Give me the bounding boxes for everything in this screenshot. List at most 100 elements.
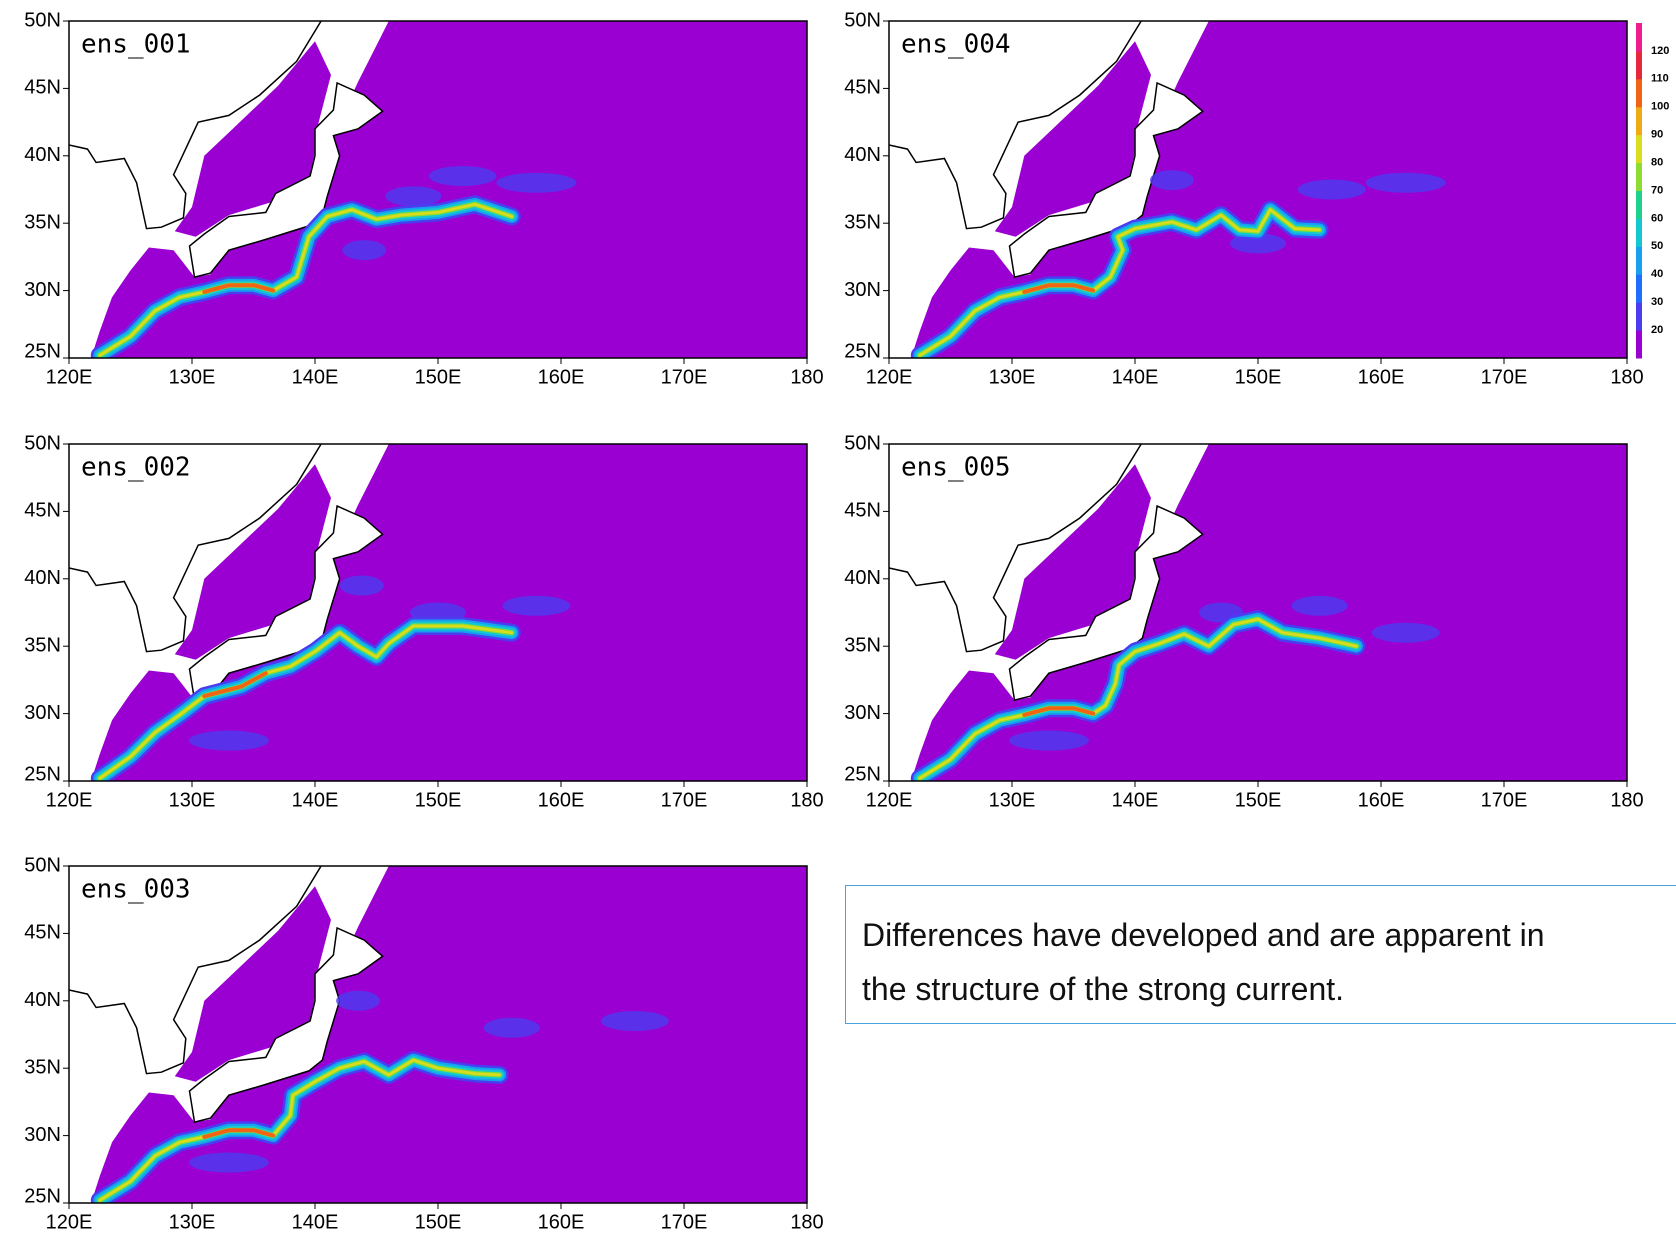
- lon-tick-label: 130E: [989, 789, 1036, 811]
- colorbar-swatch: [1636, 78, 1642, 108]
- colorbar-label: 30: [1651, 296, 1663, 308]
- map-body: [69, 21, 807, 358]
- lat-tick-label: 50N: [844, 432, 881, 454]
- lon-tick-label: 160E: [1358, 789, 1405, 811]
- lat-tick-label: 45N: [24, 500, 61, 522]
- lon-tick-label: 130E: [989, 366, 1036, 388]
- colorbar-label: 120: [1651, 45, 1669, 57]
- lon-tick-label: 180: [1610, 366, 1643, 388]
- lat-tick-label: 25N: [24, 763, 61, 785]
- lon-tick-label: 180: [790, 1211, 823, 1233]
- lat-tick-label: 25N: [844, 763, 881, 785]
- lat-tick-label: 40N: [24, 144, 61, 166]
- coastline: [69, 21, 322, 230]
- current: [98, 1058, 501, 1202]
- eddy: [483, 1017, 540, 1038]
- colorbar-swatch: [1636, 330, 1642, 359]
- lat-tick-label: 30N: [844, 279, 881, 301]
- lon-tick-label: 140E: [1112, 366, 1159, 388]
- current-core: [202, 1128, 276, 1139]
- lat-tick-label: 45N: [844, 500, 881, 522]
- lat-tick-label: 30N: [24, 1124, 61, 1146]
- colorbar-swatch: [1636, 162, 1642, 191]
- lat-tick-label: 40N: [844, 144, 881, 166]
- lon-tick-label: 180: [790, 789, 823, 811]
- lon-tick-label: 150E: [415, 789, 462, 811]
- lat-tick-label: 50N: [24, 9, 61, 31]
- lon-tick-label: 160E: [538, 366, 585, 388]
- lat-tick-label: 30N: [24, 702, 61, 724]
- panel-label: ens_005: [901, 453, 1011, 483]
- lat-tick-label: 40N: [844, 567, 881, 589]
- eddy: [1365, 172, 1446, 193]
- lon-tick-label: 180: [790, 366, 823, 388]
- lon-tick-label: 160E: [538, 1211, 585, 1233]
- map-panel: ens_003 25N 30N 35N 40N 45N 50N 120E 130E 140E 150…: [24, 854, 823, 1233]
- eddy: [428, 166, 497, 187]
- colorbar-swatch: [1636, 50, 1642, 80]
- eddy: [339, 575, 384, 596]
- eddy: [188, 730, 269, 751]
- lon-tick-label: 150E: [415, 1211, 462, 1233]
- current: [918, 617, 1358, 780]
- map-body: [69, 444, 807, 781]
- current-core: [1022, 283, 1096, 294]
- current-core: [202, 283, 276, 294]
- current: [918, 208, 1321, 357]
- colorbar-swatch: [1636, 106, 1642, 136]
- map-body: [889, 444, 1627, 781]
- lon-tick-label: 150E: [1235, 789, 1282, 811]
- japan: [188, 926, 384, 1124]
- current-core: [1022, 706, 1096, 717]
- lon-tick-label: 180: [1610, 789, 1643, 811]
- japan: [1008, 504, 1204, 702]
- note-line: the structure of the strong current.: [862, 971, 1345, 1007]
- eddy: [1008, 730, 1089, 751]
- lon-tick-label: 170E: [661, 789, 708, 811]
- lon-tick-label: 150E: [415, 366, 462, 388]
- eddy: [1297, 179, 1366, 200]
- colorbar-swatch: [1636, 23, 1642, 52]
- lat-tick-label: 25N: [844, 340, 881, 362]
- lat-tick-label: 25N: [24, 1185, 61, 1207]
- lat-tick-label: 45N: [24, 922, 61, 944]
- note-line: Differences have developed and are appar…: [862, 917, 1545, 953]
- colorbar-label: 60: [1651, 212, 1663, 224]
- colorbar-swatch: [1636, 218, 1642, 247]
- eddy: [342, 240, 387, 261]
- current: [98, 624, 514, 780]
- eddy: [600, 1011, 669, 1032]
- colorbar-label: 100: [1651, 101, 1669, 113]
- colorbar-label: 20: [1651, 324, 1663, 336]
- colorbar-swatch: [1636, 134, 1642, 164]
- lat-tick-label: 35N: [24, 211, 61, 233]
- lat-tick-label: 30N: [844, 702, 881, 724]
- eddy: [336, 990, 381, 1011]
- current-core: [202, 671, 268, 699]
- lat-tick-label: 40N: [24, 989, 61, 1011]
- japan: [188, 504, 384, 702]
- lon-tick-label: 170E: [1481, 366, 1528, 388]
- eddy: [385, 186, 442, 207]
- lon-tick-label: 120E: [46, 789, 93, 811]
- colorbar-swatch: [1636, 274, 1642, 303]
- lon-tick-label: 170E: [661, 1211, 708, 1233]
- eddy: [1371, 622, 1440, 643]
- map-body: [69, 866, 807, 1203]
- lon-tick-label: 130E: [169, 366, 216, 388]
- coastline: [889, 444, 1142, 653]
- lat-tick-label: 40N: [24, 567, 61, 589]
- current: [98, 203, 514, 357]
- map-body: [889, 21, 1627, 358]
- lon-tick-label: 140E: [292, 366, 339, 388]
- colorbar-label: 90: [1651, 129, 1663, 141]
- lat-tick-label: 50N: [24, 432, 61, 454]
- lat-tick-label: 45N: [24, 77, 61, 99]
- japan: [188, 81, 384, 279]
- lat-tick-label: 50N: [24, 854, 61, 876]
- lat-tick-label: 35N: [24, 634, 61, 656]
- map-panel: ens_002 25N 30N 35N 40N 45N 50N 120E 130E 140E 150…: [24, 432, 823, 811]
- lon-tick-label: 120E: [46, 366, 93, 388]
- panel-label: ens_001: [81, 30, 191, 60]
